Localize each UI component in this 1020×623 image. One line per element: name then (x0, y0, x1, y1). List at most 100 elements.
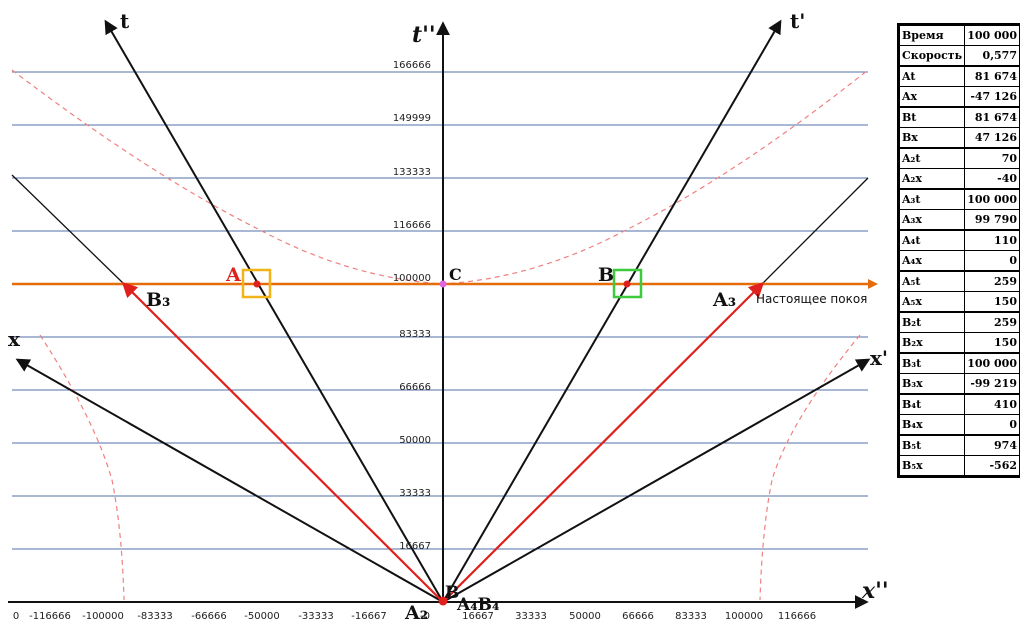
y-tick-label: 50000 (399, 435, 431, 446)
table-row: A₃t 100 000 (898, 188, 1020, 210)
table-cell-label: A₂t (898, 147, 966, 169)
table-cell-value: -562 (964, 455, 1020, 476)
x-tick-label: -100000 (82, 611, 124, 622)
table-row: At 81 674 (898, 65, 1020, 87)
values-table: Время 100 000 Скорость 0,577 At 81 674 Ax -47 1… (897, 23, 1020, 478)
x-tick-label: 116666 (778, 611, 816, 622)
grid-lines (12, 71, 868, 550)
x-tick-label: -83333 (137, 611, 172, 622)
y-tick-label: 16667 (399, 541, 431, 552)
table-cell-label: A₃x (898, 209, 966, 231)
table-cell-value: 150 (964, 291, 1020, 313)
x-tick-label: -66666 (191, 611, 226, 622)
x-tick-label: 50000 (569, 611, 601, 622)
table-cell-label: Bx (898, 127, 966, 149)
table-row: B₅t 974 (898, 434, 1020, 456)
x-tick-label: 83333 (675, 611, 707, 622)
x-prime-label: x' (870, 346, 888, 370)
x-tick-label: 16667 (462, 611, 494, 622)
x-tick-label: -0 (420, 611, 430, 622)
table-cell-value: 100 000 (964, 352, 1020, 374)
label-C: C (449, 265, 462, 284)
table-cell-value: 47 126 (964, 127, 1020, 149)
x-tick-label: 66666 (622, 611, 654, 622)
table-cell-value: 974 (964, 434, 1020, 456)
table-cell-label: A₄x (898, 250, 966, 272)
y-tick-label: 166666 (393, 60, 431, 71)
box-B (612, 268, 643, 299)
x-tick-label: 100000 (725, 611, 763, 622)
table-cell-value: 0,577 (964, 45, 1020, 67)
label-B-origin: B (445, 583, 459, 603)
table-row: B₃x -99 219 (898, 373, 1020, 395)
time-hyperbola (11, 69, 869, 285)
x-tick-label: 0 (13, 611, 19, 622)
t-label: t (120, 9, 130, 33)
table-cell-label: At (898, 65, 966, 87)
table-row: B₅x -562 (898, 455, 1020, 476)
table-row: A₂x -40 (898, 168, 1020, 190)
table-cell-label: B₂x (898, 332, 966, 354)
table-row: A₃x 99 790 (898, 209, 1020, 231)
table-cell-value: -40 (964, 168, 1020, 190)
x-prime-axis-line (442, 358, 871, 603)
table-cell-value: 99 790 (964, 209, 1020, 231)
x-tick-labels: 0 -116666 -100000 -83333 -66666 -50000 -… (13, 611, 816, 622)
table-cell-value: 81 674 (964, 106, 1020, 128)
label-A3: A₃ (712, 289, 736, 311)
y-tick-label: 133333 (393, 167, 431, 178)
red-vector-A3 (442, 281, 765, 603)
table-cell-value: 110 (964, 229, 1020, 251)
x-double-prime-label: x'' (861, 578, 889, 604)
table-cell-value: -99 219 (964, 373, 1020, 395)
x-axis-line (15, 358, 444, 603)
table-cell-label: Bt (898, 106, 966, 128)
y-tick-label: 33333 (399, 488, 431, 499)
present-line-arrowhead (868, 279, 878, 289)
x-tick-label: -16667 (351, 611, 386, 622)
table-cell-label: B₄x (898, 414, 966, 436)
table-cell-label: A₃t (898, 188, 966, 210)
table-cell-label: B₃t (898, 352, 966, 374)
table-cell-value: 0 (964, 250, 1020, 272)
t-double-prime-label: t'' (412, 22, 436, 48)
table-row: A₄t 110 (898, 229, 1020, 251)
table-cell-value: 70 (964, 147, 1020, 169)
table-cell-value: 100 000 (964, 188, 1020, 210)
values-table-body: Время 100 000 Скорость 0,577 At 81 674 Ax -47 1… (898, 25, 1020, 476)
table-row: B₂x 150 (898, 332, 1020, 354)
y-tick-label: 83333 (399, 329, 431, 340)
table-cell-label: A₄t (898, 229, 966, 251)
y-tick-label: 149999 (393, 113, 431, 124)
table-row: B₄t 410 (898, 393, 1020, 415)
table-cell-value: 410 (964, 393, 1020, 415)
table-cell-value: 0 (964, 414, 1020, 436)
space-hyperbola-right (759, 334, 861, 601)
table-row: A₄x 0 (898, 250, 1020, 272)
table-cell-label: A₅x (898, 291, 966, 313)
table-cell-value: 259 (964, 311, 1020, 333)
table-cell-label: A₂x (898, 168, 966, 190)
t-prime-axis-line (442, 19, 782, 603)
light-line-right (761, 177, 869, 285)
label-A4B4: A₄B₄ (456, 595, 499, 615)
red-vector-B3 (121, 281, 444, 603)
y-tick-label: 66666 (399, 382, 431, 393)
label-A2: A₂ (404, 602, 428, 623)
table-cell-value: 100 000 (964, 25, 1020, 46)
box-A (241, 268, 272, 299)
light-line-left (11, 174, 125, 285)
spacetime-diagram: 16667 33333 50000 66666 83333 100000 116… (8, 9, 889, 623)
table-row: Скорость 0,577 (898, 45, 1020, 67)
point-B-dot (623, 280, 631, 288)
x-tick-label: 33333 (515, 611, 547, 622)
x-tick-label: -116666 (29, 611, 71, 622)
table-cell-value: 259 (964, 270, 1020, 292)
hyperbolas (11, 69, 869, 601)
table-cell-label: Время (898, 25, 966, 46)
x-tick-label: -50000 (244, 611, 279, 622)
table-row: B₂t 259 (898, 311, 1020, 333)
table-row: A₂t 70 (898, 147, 1020, 169)
table-row: B₃t 100 000 (898, 352, 1020, 374)
table-row: A₅x 150 (898, 291, 1020, 313)
